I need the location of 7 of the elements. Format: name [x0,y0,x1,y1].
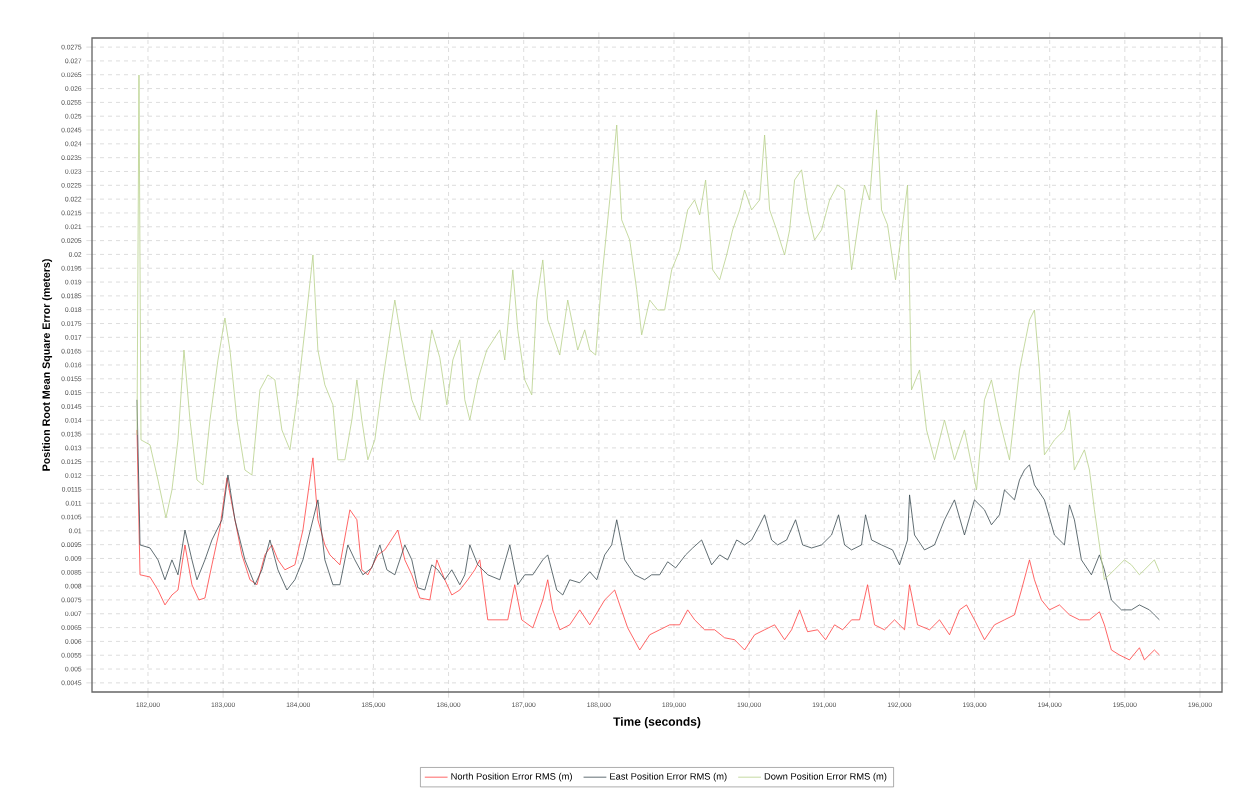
line-series [136,74,1160,581]
x-axis-title: Time (seconds) [613,717,701,729]
legend-label: North Position Error RMS (m) [451,772,572,782]
line-series [136,399,1160,621]
legend-label: Down Position Error RMS (m) [764,772,887,782]
y-axis-title: Position Root Mean Square Error (meters) [42,259,53,471]
legend-label: East Position Error RMS (m) [610,772,727,782]
